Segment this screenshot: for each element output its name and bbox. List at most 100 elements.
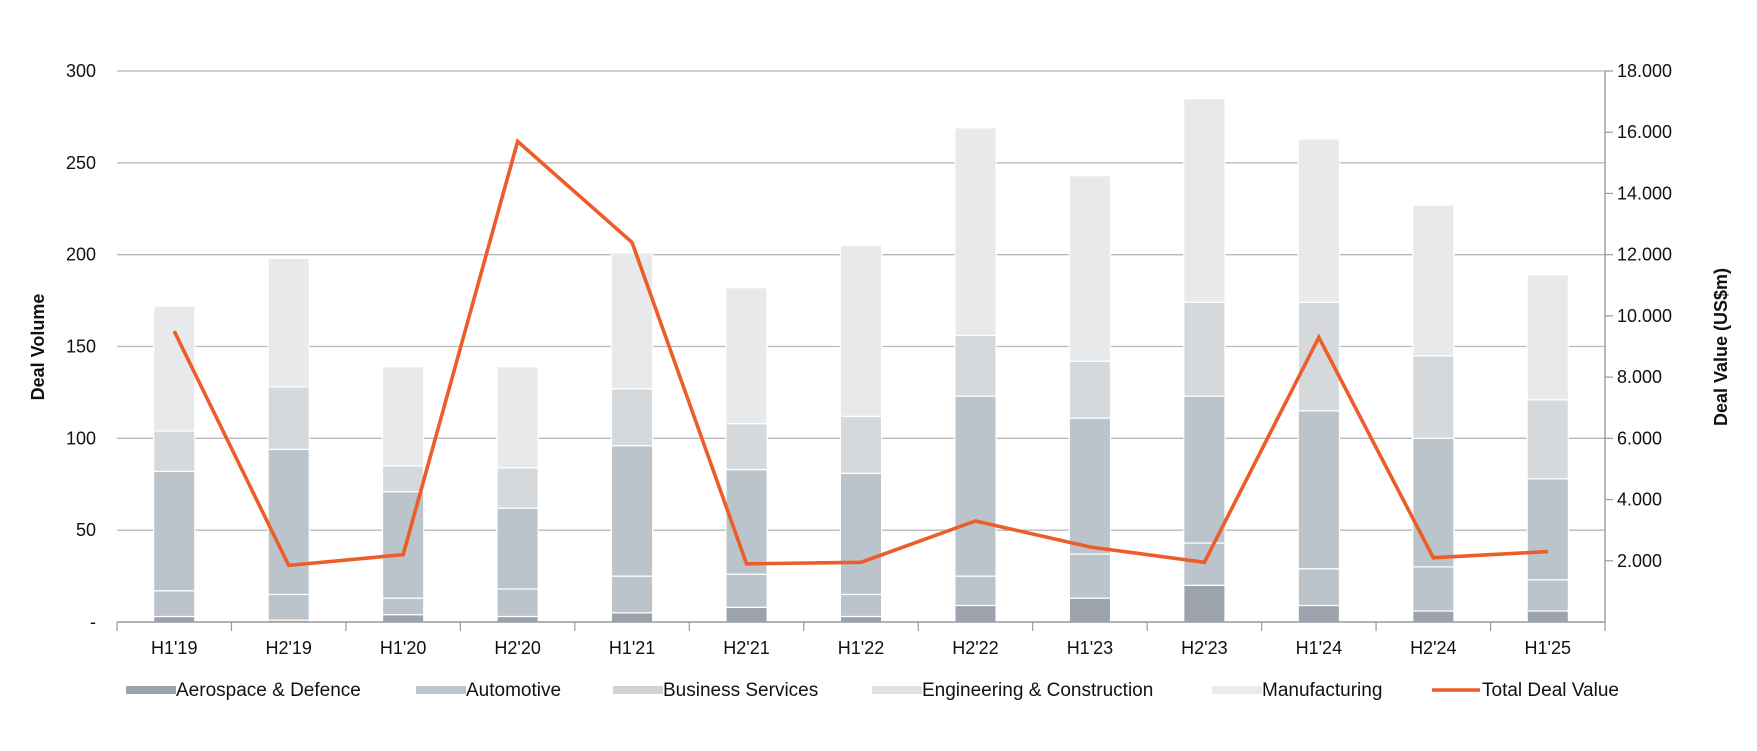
bar-aerospace-defence [1183,584,1226,623]
category-label: H1'20 [380,638,426,658]
bar-engineering-construction [725,423,768,471]
bar-automotive [954,575,997,607]
bar-aerospace-defence [1526,610,1569,623]
bar-manufacturing [954,127,997,337]
bar-manufacturing [153,305,196,432]
category-label: H2'19 [265,638,311,658]
bar-aerospace-defence [839,615,883,623]
category-label: H2'20 [494,638,540,658]
bar-manufacturing [610,252,654,390]
left-tick-label: - [90,612,96,632]
right-tick-label: 2.000 [1617,551,1662,571]
bar-automotive [1297,568,1341,607]
bar-manufacturing [381,366,425,467]
bar-aerospace-defence [381,614,425,623]
category-label: H1'23 [1067,638,1113,658]
bar-manufacturing [725,287,768,425]
bar-manufacturing [839,244,883,417]
total-deal-value-line [172,138,1548,568]
bar-automotive [496,588,539,618]
bar-manufacturing [1068,175,1112,362]
left-tick-label: 200 [66,245,96,265]
bar-aerospace-defence [1412,610,1455,623]
category-label: H1'21 [609,638,655,658]
axes [116,70,1613,631]
legend-item-manufacturing: Manufacturing [1212,680,1382,701]
bar-business-services [1068,417,1112,555]
legend-swatch [416,686,466,694]
bar-business-services [954,395,997,577]
right-tick-label: 16.000 [1617,122,1672,142]
bar-engineering-construction [954,334,997,397]
left-tick-label: 150 [66,337,96,357]
bar-business-services [839,472,883,596]
right-tick-label: 10.000 [1617,306,1672,326]
bar-aerospace-defence [1068,597,1112,623]
right-tick-label: 6.000 [1617,428,1662,448]
left-tick-label: 300 [66,61,96,81]
right-tick-label: 14.000 [1617,183,1672,203]
left-tick-label: 250 [66,153,96,173]
legend-item-aerospace-defence: Aerospace & Defence [126,680,361,701]
bar-engineering-construction [267,386,310,450]
legend: Aerospace & Defence Automotive Business Se… [126,680,1619,701]
bar-automotive [610,575,654,614]
bar-business-services [267,448,310,596]
bar-manufacturing [267,257,310,388]
category-label: H2'24 [1410,638,1456,658]
bar-business-services [1183,395,1226,544]
legend-label: Manufacturing [1262,680,1382,701]
bar-automotive [153,590,196,618]
legend-item-automotive: Automotive [416,680,561,701]
legend-label: Aerospace & Defence [176,680,361,701]
right-axis-title: Deal Value (US$m) [1711,268,1731,426]
right-tick-label: 18.000 [1617,61,1672,81]
tick-labels: - 50 100 150 200 250 300 2.000 4.000 6.000 8.000 10… [66,61,1672,658]
bar-automotive [267,593,310,621]
category-label: H1'25 [1525,638,1571,658]
left-tick-label: 50 [76,520,96,540]
bar-manufacturing [1526,274,1569,401]
legend-item-engineering-construction: Engineering & Construction [872,680,1153,701]
right-tick-label: 4.000 [1617,490,1662,510]
bar-automotive [1183,542,1226,586]
bar-business-services [1412,437,1455,568]
category-label: H2'21 [723,638,769,658]
category-label: H2'22 [952,638,998,658]
category-label: H1'22 [838,638,884,658]
legend-item-business-services: Business Services [613,680,818,701]
category-label: H2'23 [1181,638,1227,658]
legend-label: Total Deal Value [1482,680,1619,701]
legend-swatch [613,686,663,694]
right-tick-label: 8.000 [1617,367,1662,387]
bar-manufacturing [1183,97,1226,304]
bar-business-services [1297,410,1341,570]
bar-engineering-construction [610,388,654,447]
bar-business-services [496,507,539,590]
bar-aerospace-defence [1297,604,1341,623]
legend-swatch [126,686,176,694]
bar-engineering-construction [1526,399,1569,480]
bar-aerospace-defence [610,612,654,623]
bar-engineering-construction [1183,301,1226,397]
bar-aerospace-defence [954,604,997,623]
bar-manufacturing [1412,204,1455,357]
bar-manufacturing [496,366,539,469]
bar-business-services [153,470,196,592]
bar-business-services [1526,478,1569,581]
bar-automotive [725,573,768,608]
left-axis-title: Deal Volume [28,294,48,401]
category-label: H1'24 [1296,638,1342,658]
bar-aerospace-defence [153,615,196,623]
bar-automotive [1068,553,1112,599]
legend-item-total-deal-value: Total Deal Value [1432,680,1619,701]
legend-label: Business Services [663,680,818,701]
bar-engineering-construction [839,415,883,474]
bar-automotive [1526,579,1569,612]
bar-manufacturing [1297,138,1341,304]
bar-aerospace-defence [725,606,768,623]
right-tick-label: 12.000 [1617,245,1672,265]
bar-engineering-construction [153,430,196,472]
